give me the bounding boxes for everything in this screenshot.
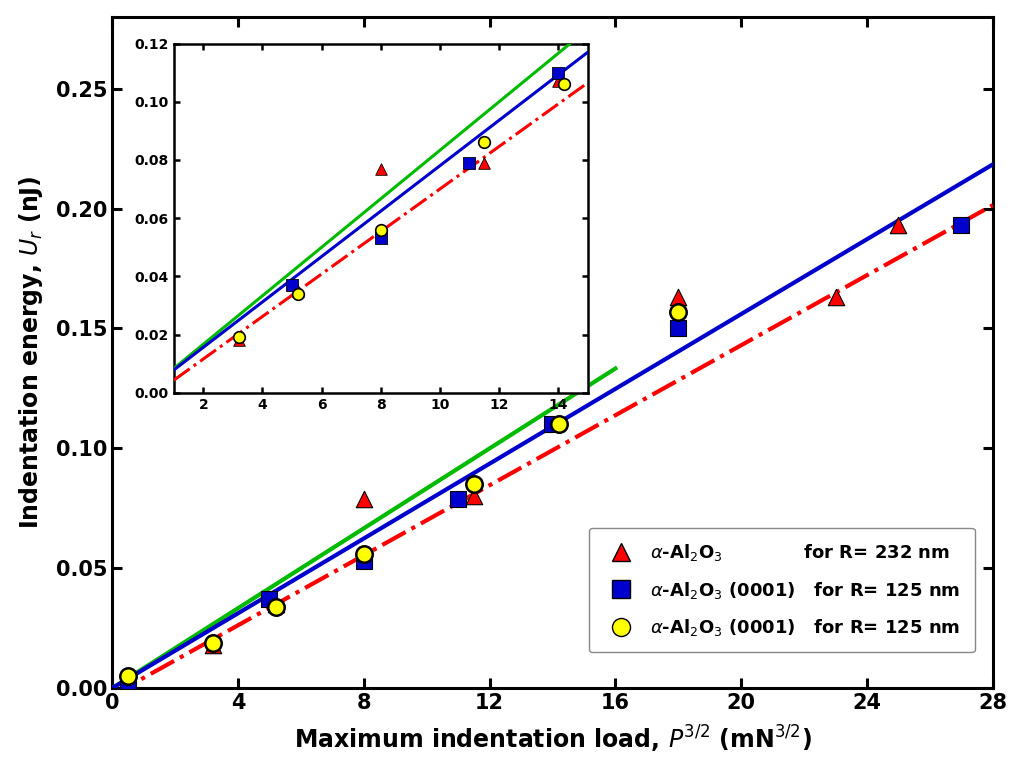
Point [545,418,561,431]
Point [120,670,136,682]
Point [466,478,482,490]
Point [450,493,466,505]
Point [551,418,567,431]
Point [355,547,372,560]
Point [261,593,278,605]
Point [267,601,284,613]
Point [205,638,221,651]
Point [827,598,844,611]
Point [670,306,686,318]
Point [670,291,686,303]
Point [890,219,906,232]
Point [827,291,844,303]
Point [355,493,372,505]
Point [545,371,561,383]
Point [120,675,136,687]
X-axis label: Maximum indentation load, $P^{3/2}$ (mN$^{3/2}$): Maximum indentation load, $P^{3/2}$ (mN$… [294,724,811,755]
Point [670,322,686,334]
Point [205,636,221,648]
Point [267,598,284,611]
Y-axis label: Indentation energy, $U_r$ (nJ): Indentation energy, $U_r$ (nJ) [16,176,45,529]
Point [355,555,372,567]
Point [120,675,136,687]
Point [953,219,970,232]
Legend: $\alpha$-Al$_2$O$_3$             for R= 232 nm, $\alpha$-Al$_2$O$_3$ (0001)   fo: $\alpha$-Al$_2$O$_3$ for R= 232 nm, $\al… [589,528,975,652]
Point [466,490,482,503]
